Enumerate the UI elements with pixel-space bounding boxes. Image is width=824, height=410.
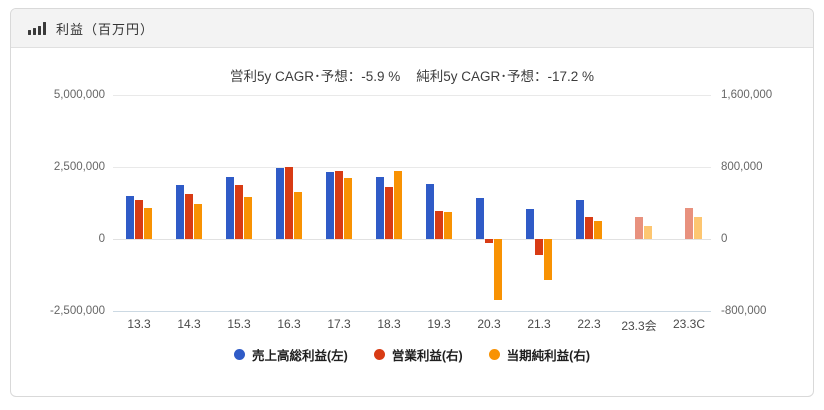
gridline-2,500,000 — [113, 167, 711, 168]
operating-profit-bar-14.3[interactable] — [185, 193, 193, 239]
x-axis-label-13.3: 13.3 — [127, 317, 151, 331]
x-axis-label-17.3: 17.3 — [327, 317, 351, 331]
gross-profit-bar-20.3[interactable] — [476, 197, 484, 239]
x-axis-label-22.3: 22.3 — [577, 317, 601, 331]
net-profit-bar-16.3[interactable] — [294, 192, 302, 239]
operating-cagr-text: 営利5y CAGR･予想：-5.9 % — [229, 69, 401, 84]
net-profit-bar-21.3[interactable] — [544, 239, 552, 281]
net-profit-bar-13.3[interactable] — [144, 207, 152, 239]
operating-profit-bar-17.3[interactable] — [335, 170, 343, 239]
right-axis-tick: -800,000 — [721, 305, 767, 317]
right-axis: 1,600,000 800,000 0 -800,000 — [721, 89, 813, 317]
right-axis-tick: 0 — [721, 233, 728, 245]
card-header: 利益（百万円） — [11, 9, 813, 48]
net-profit-bar-18.3[interactable] — [394, 170, 402, 239]
plot-area — [113, 95, 711, 312]
net-profit-bar-23.3C[interactable] — [694, 216, 702, 239]
x-axis-label-16.3: 16.3 — [277, 317, 301, 331]
net-profit-bar-23.3会[interactable] — [644, 226, 652, 239]
gridline-5,000,000 — [113, 95, 711, 96]
operating-profit-legend-dot-icon — [373, 349, 385, 360]
net-profit-bar-14.3[interactable] — [194, 203, 202, 239]
x-axis-label-23.3C: 23.3C — [672, 317, 706, 331]
left-axis: 5,000,000 2,500,000 0 -2,500,000 — [11, 89, 105, 317]
net-profit-bar-17.3[interactable] — [344, 177, 352, 239]
x-axis-label-23.3会: 23.3会 — [621, 319, 657, 333]
gross-profit-bar-16.3[interactable] — [276, 168, 284, 239]
cagr-subtitle: 営利5y CAGR･予想：-5.9 % 純利5y CAGR･予想：-17.2 % — [11, 65, 813, 85]
x-axis-label-20.3: 20.3 — [477, 317, 501, 331]
x-axis-labels: 13.3 14.3 15.3 16.3 17.3 18.3 19.3 20.3 21.3 22.3… — [113, 317, 711, 333]
gross-profit-bar-22.3[interactable] — [576, 199, 584, 239]
legend: 売上高総利益(左) 営業利益(右) 当期純利益(右) — [11, 345, 813, 364]
operating-profit-bar-16.3[interactable] — [285, 167, 293, 239]
legend-label: 売上高総利益(左) — [252, 349, 348, 363]
net-profit-bar-15.3[interactable] — [244, 197, 252, 239]
gridline-0 — [113, 239, 711, 240]
gross-profit-bar-19.3[interactable] — [426, 184, 434, 239]
operating-profit-bar-21.3[interactable] — [535, 239, 543, 256]
gross-profit-legend-dot-icon — [234, 349, 245, 360]
legend-item-net-profit[interactable]: 当期純利益(右) — [488, 345, 590, 364]
net-cagr-text: 純利5y CAGR･予想：-17.2 % — [416, 69, 595, 84]
operating-profit-bar-19.3[interactable] — [435, 210, 443, 239]
operating-profit-bar-22.3[interactable] — [585, 216, 593, 239]
operating-profit-bar-23.3会[interactable] — [635, 216, 643, 239]
left-axis-tick: -2,500,000 — [50, 305, 105, 317]
card-title: 利益（百万円） — [56, 21, 155, 37]
legend-label: 当期純利益(右) — [506, 349, 590, 363]
bar-chart-icon — [28, 21, 46, 35]
gridline--2,500,000 — [113, 311, 711, 312]
net-profit-bar-20.3[interactable] — [494, 239, 502, 301]
gross-profit-bar-21.3[interactable] — [526, 208, 534, 239]
x-axis-label-21.3: 21.3 — [527, 317, 551, 331]
gross-profit-bar-17.3[interactable] — [326, 171, 334, 239]
x-axis-label-18.3: 18.3 — [377, 317, 401, 331]
left-axis-tick: 5,000,000 — [53, 89, 105, 101]
gross-profit-bar-14.3[interactable] — [176, 185, 184, 239]
x-axis-label-14.3: 14.3 — [177, 317, 201, 331]
right-axis-tick: 1,600,000 — [721, 89, 773, 101]
legend-item-operating-profit[interactable]: 営業利益(右) — [373, 345, 463, 364]
left-axis-tick: 2,500,000 — [53, 161, 105, 173]
x-axis-label-19.3: 19.3 — [427, 317, 451, 331]
legend-item-gross-profit[interactable]: 売上高総利益(左) — [234, 345, 348, 364]
operating-profit-bar-15.3[interactable] — [235, 185, 243, 239]
gross-profit-bar-13.3[interactable] — [126, 196, 134, 239]
net-profit-bar-19.3[interactable] — [444, 211, 452, 239]
profit-chart-card: 利益（百万円） 営利5y CAGR･予想：-5.9 % 純利5y CAGR･予想… — [10, 8, 814, 397]
x-axis-label-15.3: 15.3 — [227, 317, 251, 331]
operating-profit-bar-23.3C[interactable] — [685, 207, 693, 239]
operating-profit-bar-18.3[interactable] — [385, 186, 393, 239]
legend-label: 営業利益(右) — [391, 349, 463, 363]
net-profit-bar-22.3[interactable] — [594, 221, 602, 239]
net-profit-legend-dot-icon — [488, 349, 500, 360]
operating-profit-bar-20.3[interactable] — [485, 239, 493, 244]
gross-profit-bar-15.3[interactable] — [226, 176, 234, 239]
operating-profit-bar-13.3[interactable] — [135, 199, 143, 239]
left-axis-tick: 0 — [98, 233, 105, 245]
right-axis-tick: 800,000 — [721, 161, 763, 173]
gross-profit-bar-18.3[interactable] — [376, 176, 384, 239]
